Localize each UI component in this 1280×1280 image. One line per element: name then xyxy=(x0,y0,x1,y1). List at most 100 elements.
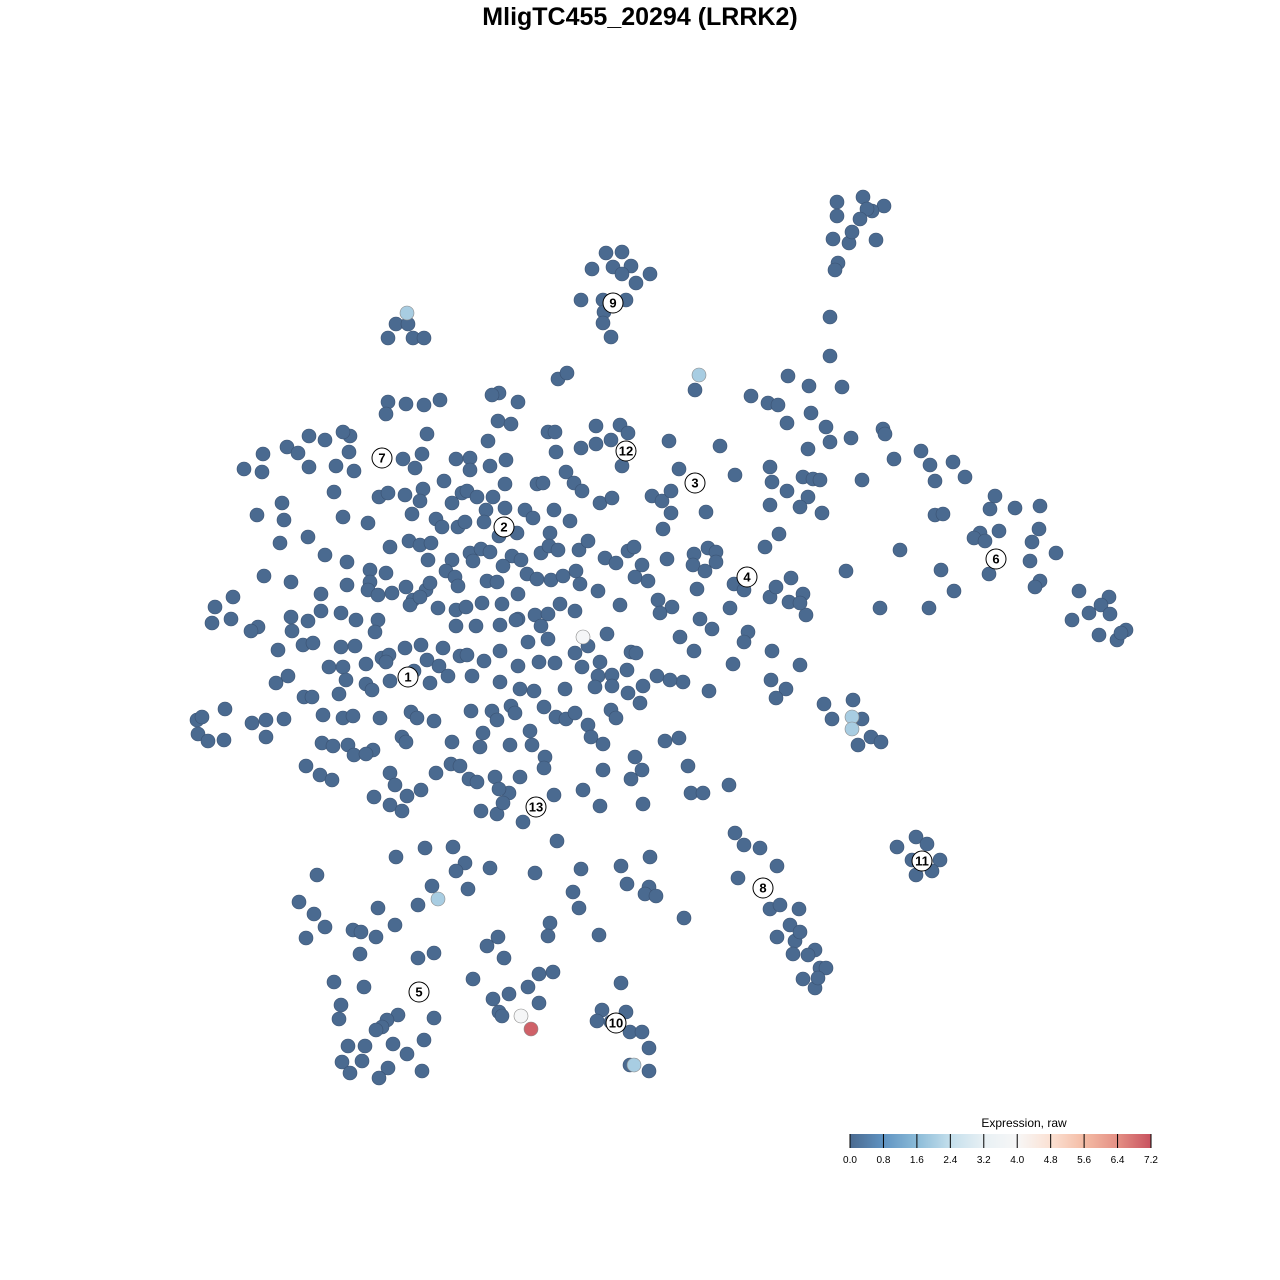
data-point xyxy=(358,656,374,672)
colorbar-ticks: 0.0 0.8 1.6 2.4 3.2 4.0 4.8 5.6 6.4 7.2 xyxy=(843,1134,1158,1166)
data-point xyxy=(671,461,687,477)
data-point xyxy=(382,797,398,813)
data-point xyxy=(413,637,429,653)
data-point xyxy=(384,585,400,601)
cluster-label-13: 13 xyxy=(525,796,547,818)
data-point xyxy=(712,438,728,454)
data-point xyxy=(676,910,692,926)
cluster-label-text: 13 xyxy=(529,800,543,815)
data-point xyxy=(844,224,860,240)
data-point xyxy=(531,654,547,670)
data-point xyxy=(584,261,600,277)
data-point xyxy=(590,583,606,599)
cluster-label-badge xyxy=(371,447,393,469)
cluster-label-text: 6 xyxy=(992,552,999,567)
data-point xyxy=(572,576,588,592)
data-point xyxy=(640,573,656,589)
data-point xyxy=(465,971,481,987)
data-point xyxy=(324,772,340,788)
data-point xyxy=(567,705,583,721)
data-point xyxy=(485,489,501,505)
data-point xyxy=(946,583,962,599)
data-point xyxy=(536,760,552,776)
data-point xyxy=(548,444,564,460)
data-point xyxy=(309,867,325,883)
data-point xyxy=(818,419,834,435)
data-point-expressing xyxy=(399,305,415,321)
data-point xyxy=(583,729,599,745)
data-point xyxy=(654,493,670,509)
data-point xyxy=(402,597,418,613)
data-point xyxy=(474,595,490,611)
data-point xyxy=(935,506,951,522)
cluster-label-10: 10 xyxy=(605,1012,627,1034)
data-point xyxy=(236,461,252,477)
data-point xyxy=(540,606,556,622)
colorbar-tick-label: 7.2 xyxy=(1144,1155,1158,1166)
data-point xyxy=(574,659,590,675)
data-point xyxy=(727,825,743,841)
data-point xyxy=(620,425,636,441)
data-point xyxy=(762,497,778,513)
data-point xyxy=(697,563,713,579)
data-point xyxy=(522,723,538,739)
data-point xyxy=(587,679,603,695)
data-point xyxy=(501,986,517,1002)
data-point xyxy=(333,639,349,655)
data-point xyxy=(663,483,679,499)
data-point xyxy=(525,510,541,526)
data-point xyxy=(419,652,435,668)
data-point xyxy=(498,452,514,468)
data-point xyxy=(642,849,658,865)
data-point xyxy=(843,430,859,446)
data-point-expressing xyxy=(626,1057,642,1073)
data-point xyxy=(426,1010,442,1026)
data-point xyxy=(445,839,461,855)
data-point xyxy=(283,574,299,590)
data-point xyxy=(397,487,413,503)
data-point xyxy=(388,849,404,865)
data-point xyxy=(468,618,484,634)
data-point xyxy=(877,426,893,442)
data-point xyxy=(589,1013,605,1029)
data-point xyxy=(194,709,210,725)
data-point xyxy=(722,600,738,616)
data-point xyxy=(469,489,485,505)
data-point xyxy=(489,574,505,590)
data-point xyxy=(850,737,866,753)
data-point xyxy=(1071,583,1087,599)
data-point xyxy=(889,839,905,855)
data-point xyxy=(416,397,432,413)
data-point xyxy=(244,715,260,731)
data-point xyxy=(632,695,648,711)
data-point xyxy=(580,533,596,549)
data-point xyxy=(792,657,808,673)
data-point xyxy=(922,457,938,473)
data-point xyxy=(458,599,474,615)
data-point xyxy=(334,1054,350,1070)
data-point xyxy=(254,464,270,480)
data-point xyxy=(414,1063,430,1079)
data-point xyxy=(672,629,688,645)
data-point xyxy=(380,394,396,410)
data-point xyxy=(495,558,511,574)
data-point xyxy=(298,930,314,946)
data-point xyxy=(276,711,292,727)
data-point xyxy=(595,315,611,331)
data-point xyxy=(540,631,556,647)
data-point xyxy=(698,504,714,520)
data-point xyxy=(814,505,830,521)
data-point xyxy=(1064,612,1080,628)
colorbar-tick-label: 1.6 xyxy=(910,1155,924,1166)
data-point xyxy=(339,554,355,570)
cluster-label-text: 1 xyxy=(404,670,411,685)
data-point xyxy=(568,563,584,579)
data-point xyxy=(333,997,349,1013)
data-point xyxy=(736,634,752,650)
data-point xyxy=(276,512,292,528)
data-point xyxy=(685,557,701,573)
data-point xyxy=(370,612,386,628)
data-point xyxy=(510,586,526,602)
data-point xyxy=(448,451,464,467)
cluster-label-text: 7 xyxy=(378,451,385,466)
